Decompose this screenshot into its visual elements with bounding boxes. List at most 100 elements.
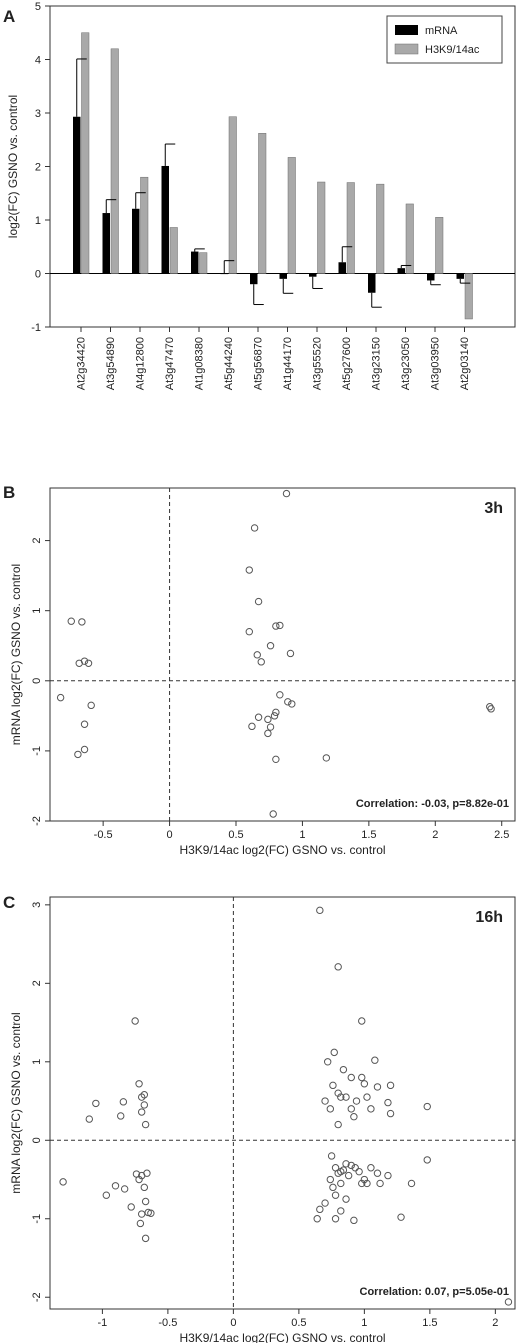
data-point: [143, 1169, 151, 1177]
legend-box: [386, 15, 503, 64]
data-point: [135, 1080, 143, 1088]
data-point: [423, 1156, 431, 1164]
scatter-panel-b: -0.5 0 0.5 1 1.5 2 2.5 -2 -1 0 1 2 3h Correlation: -0…: [9, 487, 516, 857]
data-point: [140, 1183, 149, 1192]
data-point: [326, 1175, 335, 1184]
y-tick-label: 2: [35, 162, 41, 174]
data-point: [373, 1169, 382, 1177]
data-point: [327, 1152, 336, 1160]
data-point: [342, 1195, 350, 1203]
legend-swatch-mrna: [395, 25, 418, 35]
y-tick-label: -2: [31, 1292, 43, 1302]
data-point: [111, 1182, 120, 1190]
y-tick-label: -1: [31, 746, 43, 756]
bar-h3k9-14ac: [140, 176, 149, 274]
data-point: [286, 649, 295, 658]
data-point: [358, 1017, 366, 1025]
data-point: [373, 1083, 382, 1091]
data-point: [253, 651, 261, 659]
bar-h3k9-14ac: [317, 181, 326, 274]
data-point: [117, 1112, 125, 1120]
data-point: [321, 1199, 329, 1207]
y-tick-label: 0: [31, 678, 43, 684]
data-point: [257, 658, 265, 666]
y-tick-label: 3: [35, 108, 41, 120]
bar-h3k9-14ac: [228, 116, 237, 274]
x-tick-label: 2: [432, 829, 438, 841]
data-point: [272, 622, 280, 630]
data-point: [329, 1183, 337, 1192]
y-tick-label: 3: [31, 902, 43, 908]
bar-mrna: [102, 213, 110, 274]
y-tick-label: 2: [31, 980, 43, 986]
data-point: [322, 754, 331, 762]
bar-mrna: [220, 273, 228, 275]
data-point: [334, 1120, 342, 1129]
data-point: [363, 1179, 371, 1188]
data-point: [141, 1234, 150, 1243]
bar-h3k9-14ac: [464, 273, 473, 320]
y-tick-label: -1: [31, 1214, 43, 1224]
data-point: [92, 1099, 100, 1108]
time-point-label: 16h: [475, 909, 503, 926]
bar-mrna: [73, 116, 81, 274]
data-point: [87, 701, 95, 710]
data-point: [384, 1098, 392, 1107]
data-point: [59, 1178, 67, 1186]
bar-chart-panel-a: -1 0 1 2 3 4 5 log2(FC) GSNO vs. control At2g344…: [6, 1, 516, 390]
data-point: [487, 705, 495, 713]
data-point: [119, 1098, 128, 1106]
bar-mrna: [132, 208, 140, 274]
data-point: [352, 1097, 361, 1105]
data-point: [337, 1093, 345, 1101]
data-point: [141, 1197, 150, 1206]
data-point: [360, 1175, 369, 1184]
data-point: [363, 1093, 371, 1101]
data-point: [288, 700, 296, 708]
data-point: [330, 1048, 338, 1057]
bar-h3k9-14ac: [169, 227, 178, 274]
x-tick-label: At3g47470: [164, 337, 176, 390]
data-point: [376, 1179, 384, 1188]
data-point: [135, 1175, 143, 1184]
bar-h3k9-14ac: [199, 252, 208, 274]
bar-h3k9-14ac: [376, 183, 385, 274]
y-tick-label: 1: [31, 608, 43, 614]
plot-frame: [49, 487, 516, 822]
x-tick-label: 0: [230, 1317, 236, 1329]
data-point: [85, 1115, 93, 1123]
legend-swatch-h3k9-14ac: [394, 43, 419, 55]
data-point: [344, 1171, 353, 1180]
data-point: [350, 1113, 358, 1121]
bar-h3k9-14ac: [405, 203, 414, 274]
data-point: [384, 1171, 392, 1180]
time-point-label: 3h: [484, 500, 503, 517]
y-tick-label: 4: [35, 55, 41, 67]
data-point: [245, 566, 253, 574]
x-tick-label: At1g08380: [194, 337, 206, 390]
data-point: [347, 1105, 355, 1113]
bar-mrna: [456, 273, 464, 279]
y-tick-label: 1: [35, 215, 41, 227]
x-tick-label: At5g56870: [253, 337, 265, 390]
data-point: [56, 693, 65, 702]
x-axis-title: H3K9/14ac log2(FC) GSNO vs. control: [179, 1331, 385, 1343]
data-point: [407, 1179, 416, 1188]
data-point: [284, 698, 292, 706]
x-tick-label: 1: [361, 1317, 367, 1329]
data-point: [254, 597, 263, 606]
data-point: [371, 1056, 379, 1064]
data-point: [147, 1209, 155, 1217]
y-tick-label: -1: [31, 322, 41, 334]
bar-mrna: [368, 273, 376, 293]
data-point: [140, 1101, 149, 1109]
data-point: [80, 657, 89, 665]
data-point: [486, 703, 494, 711]
data-point: [136, 1219, 145, 1228]
bar-h3k9-14ac: [435, 217, 444, 274]
data-point: [339, 1065, 348, 1074]
bar-mrna: [161, 165, 169, 274]
data-point: [397, 1213, 405, 1221]
data-point: [266, 723, 275, 731]
